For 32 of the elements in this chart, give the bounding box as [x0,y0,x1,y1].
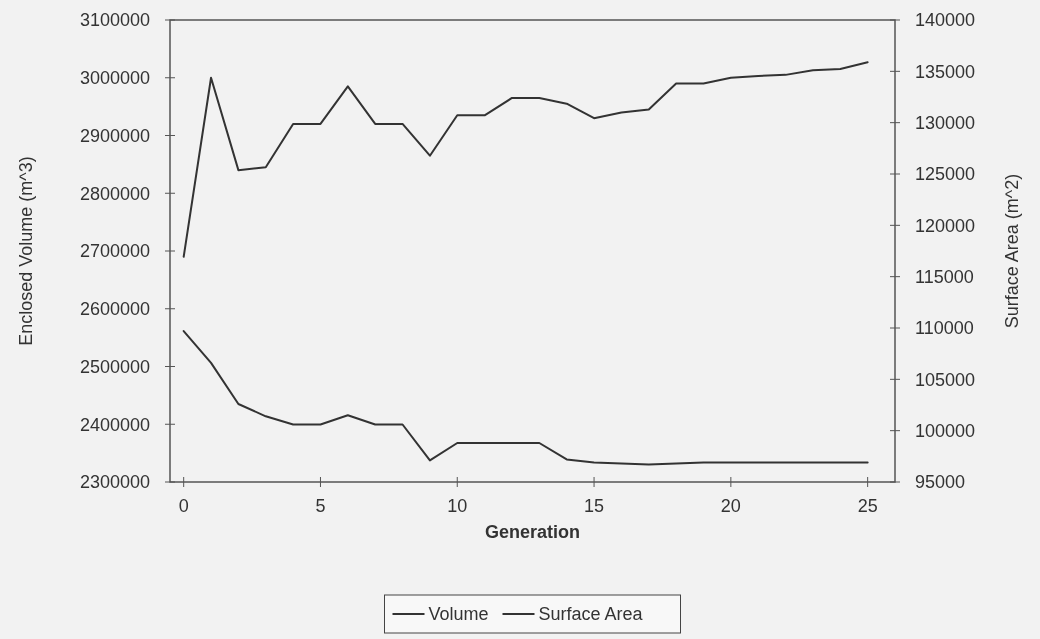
x-axis-title: Generation [484,522,581,542]
y-tick-label: 2900000 [79,125,150,146]
y2-tick-label: 125000 [915,164,976,185]
y2-tick-label: 100000 [915,420,976,441]
legend-label: Surface Area [538,604,644,625]
y-tick-label: 2600000 [79,299,150,320]
y2-tick-label: 110000 [915,318,974,339]
y-tick-label: 2400000 [79,414,150,435]
x-tick-label: 10 [447,496,468,516]
x-tick-label: 20 [720,496,741,516]
y-tick-label: 2500000 [79,356,150,377]
y-tick-label: 3100000 [79,10,150,31]
x-tick-label: 5 [315,496,326,516]
y2-tick-label: 135000 [915,61,976,82]
y-tick-label: 2700000 [79,241,150,262]
x-tick-label: 15 [584,496,605,516]
y-axis-title: Enclosed Volume (m^3) [16,156,36,346]
x-tick-label: 25 [857,496,878,516]
y2-axis-title: Surface Area (m^2) [1002,173,1022,329]
y-tick-label: 3000000 [79,68,150,89]
y2-tick-label: 130000 [915,112,976,133]
y2-tick-label: 140000 [915,10,976,31]
y-tick-label: 2300000 [79,472,150,493]
y-tick-label: 2800000 [79,183,150,204]
legend-label: Volume [428,604,489,625]
y2-tick-label: 120000 [915,215,976,236]
x-tick-label: 0 [178,496,189,516]
y2-tick-label: 105000 [915,369,976,390]
y2-tick-label: 95000 [915,472,966,493]
y2-tick-label: 115000 [915,266,974,287]
line-series [182,330,869,466]
line-series [182,61,869,258]
